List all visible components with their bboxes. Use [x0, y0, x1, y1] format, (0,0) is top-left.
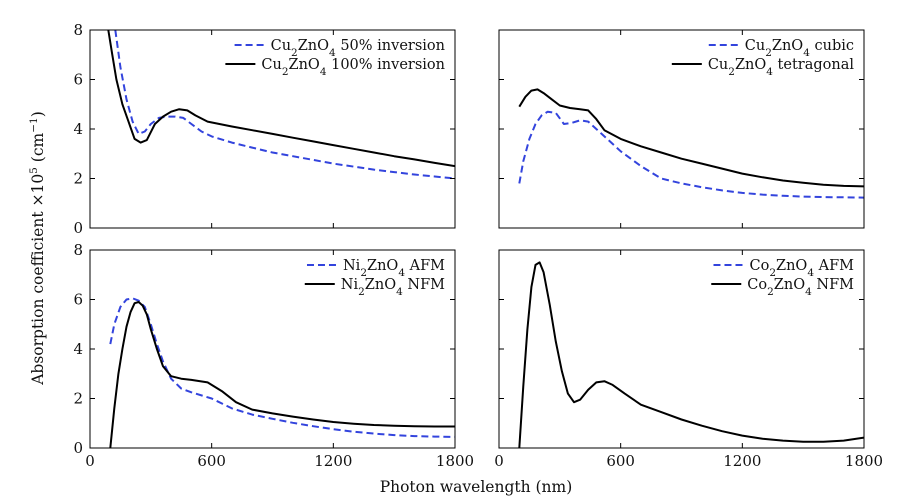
legend-label-top-right-0: Cu2ZnO4 cubic: [745, 38, 854, 59]
x-tick-label: 1200: [723, 452, 761, 470]
y-tick-label: 2: [73, 390, 83, 408]
y-tick-label: 6: [73, 71, 83, 89]
legend-label-bottom-right-0: Co2ZnO4 AFM: [749, 258, 854, 279]
y-tick-label: 4: [73, 120, 83, 138]
y-tick-label: 8: [73, 241, 83, 259]
legend-label-bottom-left-1: Ni2ZnO4 NFM: [341, 277, 445, 298]
series-line-bottom-right-1: [518, 261, 864, 448]
x-tick-label: 0: [494, 452, 504, 470]
legend-label-top-left-0: Cu2ZnO4 50% inversion: [271, 38, 445, 59]
y-tick-label: 6: [73, 291, 83, 309]
legend-label-top-right-1: Cu2ZnO4 tetragonal: [708, 57, 855, 78]
y-tick-label: 8: [73, 21, 83, 39]
y-tick-label: 2: [73, 170, 83, 188]
series-line-top-left-0: [114, 30, 455, 180]
series-line-top-left-1: [107, 30, 455, 168]
legend-label-bottom-left-0: Ni2ZnO4 AFM: [343, 258, 445, 279]
x-tick-label: 0: [85, 452, 95, 470]
y-tick-label: 0: [73, 439, 83, 457]
legend-label-bottom-right-1: Co2ZnO4 NFM: [747, 277, 854, 298]
y-axis-label: Absorption coefficient ×105 (cm−1): [28, 111, 47, 386]
series-line-bottom-left-1: [109, 301, 455, 448]
series-line-top-right-1: [518, 88, 864, 188]
x-tick-label: 1200: [314, 452, 352, 470]
x-tick-label: 600: [606, 452, 635, 470]
y-tick-label: 4: [73, 340, 83, 358]
x-tick-label: 1800: [845, 452, 883, 470]
x-tick-label: 1800: [436, 452, 474, 470]
series-line-bottom-left-0: [109, 297, 455, 438]
y-tick-label: 0: [73, 219, 83, 237]
legend-label-top-left-1: Cu2ZnO4 100% inversion: [261, 57, 445, 78]
x-tick-label: 600: [197, 452, 226, 470]
x-axis-label: Photon wavelength (nm): [380, 478, 573, 496]
